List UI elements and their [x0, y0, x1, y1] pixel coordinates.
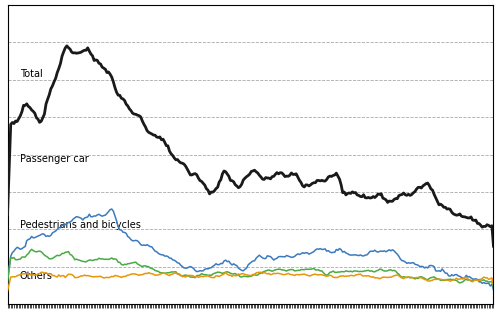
- Text: Total: Total: [20, 69, 43, 79]
- Text: Others: Others: [20, 271, 53, 281]
- Text: Pedestrians and bicycles: Pedestrians and bicycles: [20, 220, 141, 230]
- Text: Passenger car: Passenger car: [20, 154, 88, 164]
